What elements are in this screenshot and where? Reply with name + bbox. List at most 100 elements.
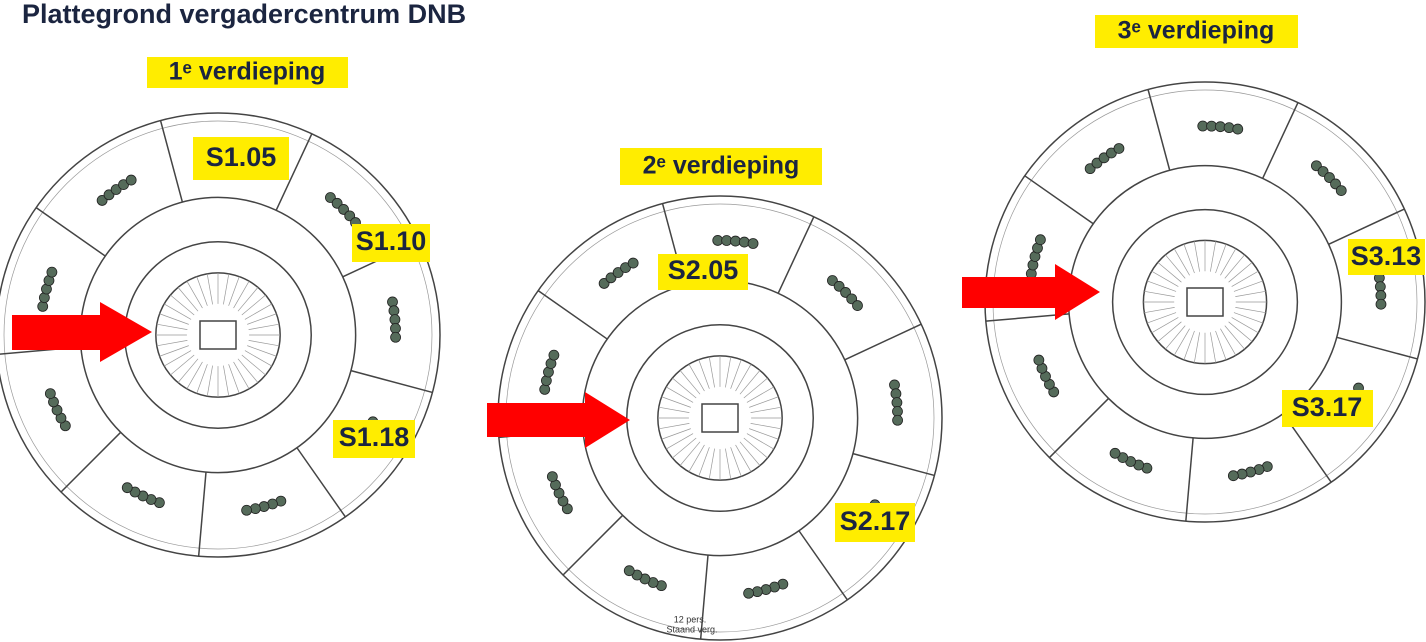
stair-step [207, 274, 212, 305]
stair-step [1210, 332, 1215, 362]
chair [389, 306, 399, 316]
stair-step [238, 287, 258, 311]
stair-step [1210, 241, 1215, 271]
stair-step [1194, 241, 1199, 271]
stair-step [680, 442, 700, 466]
chair [1114, 143, 1124, 153]
chair [38, 301, 48, 311]
wall [853, 454, 934, 476]
stair-step [1165, 326, 1185, 350]
stair-step [178, 287, 198, 311]
stair-step [1144, 291, 1174, 296]
wall [1263, 103, 1298, 179]
chair [1034, 355, 1044, 365]
corridor-wall [1113, 210, 1298, 395]
chair [242, 505, 252, 515]
chair [250, 504, 260, 514]
stair-step [659, 407, 690, 412]
chair [122, 483, 132, 493]
stair-step [751, 407, 782, 412]
stair-step [751, 423, 782, 428]
floor-plan: Plattegrond vergadercentrum DNB 1ᵉ verdi… [0, 0, 1426, 642]
core [702, 404, 738, 432]
chair [852, 301, 862, 311]
chair [1228, 471, 1238, 481]
stair-step [223, 366, 228, 397]
wall [297, 448, 345, 517]
stair-step [1235, 307, 1265, 312]
stair-step [672, 378, 696, 398]
wall [538, 291, 607, 339]
stair-step [242, 355, 266, 375]
wall [845, 324, 921, 360]
floor-label: 2ᵉ verdieping [643, 152, 800, 180]
stair-step [242, 295, 266, 315]
chair [748, 239, 758, 249]
chair [891, 389, 901, 399]
room-label: S1.10 [356, 226, 427, 256]
title: Plattegrond vergadercentrum DNB [22, 0, 466, 29]
wall [351, 371, 432, 393]
room-note: Staand verg. [666, 624, 717, 634]
chair [1035, 235, 1045, 245]
chair [45, 389, 55, 399]
chair [391, 332, 401, 342]
chair [893, 415, 903, 425]
room-label: S3.13 [1351, 241, 1422, 271]
wall [778, 217, 814, 293]
stair-step [1229, 262, 1253, 282]
stair-step [740, 442, 760, 466]
stair-step [223, 274, 228, 305]
chair [730, 236, 740, 246]
room-label: S3.17 [1292, 392, 1363, 422]
corridor-wall [627, 325, 813, 511]
chair [739, 237, 749, 247]
stair-step [1158, 322, 1182, 342]
stair-step [178, 359, 198, 383]
stair-step [740, 370, 760, 394]
stair-step [709, 449, 714, 480]
room-label: S1.05 [206, 142, 277, 172]
stair-step [744, 438, 768, 458]
chair [387, 297, 397, 307]
wall [563, 515, 623, 575]
floor-label: 3ᵉ verdieping [1118, 17, 1275, 45]
floor-label: 1ᵉ verdieping [169, 58, 326, 86]
wall [199, 472, 206, 556]
stair-step [680, 370, 700, 394]
chair [126, 175, 136, 185]
wall [1049, 398, 1108, 457]
chair [752, 587, 762, 597]
room-note: 12 pers. [674, 614, 707, 624]
chair [547, 472, 557, 482]
chair [624, 566, 634, 576]
chair [628, 258, 638, 268]
room-label: S2.05 [668, 255, 739, 285]
stair-step [170, 295, 194, 315]
stair-step [238, 359, 258, 383]
stair-step [1235, 291, 1265, 296]
stair-step [725, 357, 730, 388]
stair-step [744, 378, 768, 398]
stair-step [249, 340, 280, 345]
chair [744, 588, 754, 598]
entrance-arrow [487, 392, 630, 448]
chair [1336, 186, 1346, 196]
chair [1233, 124, 1243, 134]
stair-step [157, 340, 188, 345]
stair-step [1165, 255, 1185, 279]
stair-step [1144, 307, 1174, 312]
stair-step [1225, 255, 1245, 279]
wall [1148, 89, 1170, 170]
wall [1337, 337, 1418, 359]
chair [540, 384, 550, 394]
stair-step [1158, 262, 1182, 282]
room-label: S2.17 [840, 506, 911, 536]
stair-step [207, 366, 212, 397]
core [1187, 288, 1223, 316]
chair [889, 380, 899, 390]
stair-step [1225, 326, 1245, 350]
core [200, 321, 236, 349]
stair-step [659, 423, 690, 428]
chair [1110, 448, 1120, 458]
